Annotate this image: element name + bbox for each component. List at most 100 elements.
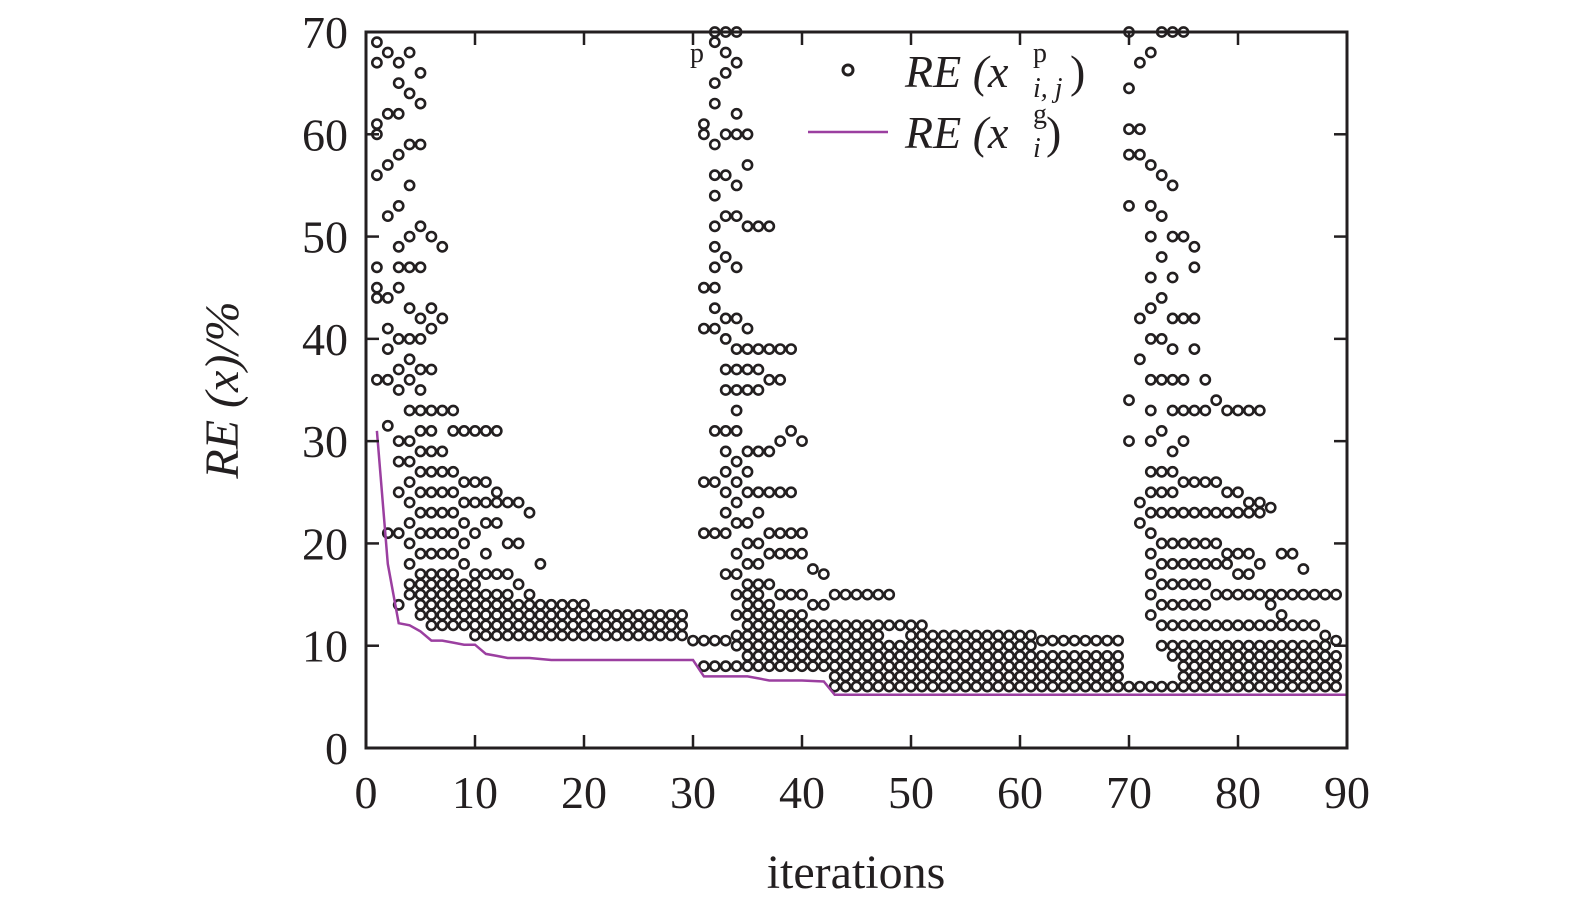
particle-point [1330,660,1342,673]
particle-point [534,609,547,621]
particle-point [578,629,590,642]
particle-point [894,650,906,662]
particle-point [414,261,427,274]
particle-point [1308,588,1321,601]
x-axis-title: iterations [767,846,946,899]
particle-point [1025,660,1037,673]
particle-point [534,629,547,642]
legend-close-best: ) [1046,107,1061,158]
particle-point [392,148,405,161]
particle-point [1319,588,1332,601]
particle-point [1188,619,1201,632]
particle-point [752,578,765,591]
particle-point [1144,680,1157,693]
particle-point [1264,650,1277,662]
particle-point [1177,660,1190,673]
particle-point [414,138,427,151]
particle-point [403,558,416,570]
particle-point [785,629,797,642]
particle-point [490,619,503,632]
particle-point [1155,424,1168,437]
particle-point [414,384,427,396]
particle-point [1101,634,1114,647]
particle-point [774,588,787,601]
particle-point [403,230,416,243]
particle-point [1199,660,1212,673]
particle-point [1166,639,1179,652]
particle-point [1155,639,1168,652]
particle-point [1057,634,1070,647]
particle-point [1144,404,1157,417]
particle-point [1101,670,1114,683]
particle-point [1286,639,1299,652]
particle-point [370,169,383,182]
particle-point [1210,680,1223,693]
particle-point [1166,373,1179,386]
particle-point [785,650,797,662]
particle-point [425,547,438,560]
particle-point [763,527,776,540]
particle-point [916,650,928,662]
particle-point [708,189,721,202]
particle-point [883,680,896,693]
particle-point [719,128,732,141]
particle-point [1155,465,1168,478]
particle-point [447,465,460,478]
particle-point [1144,302,1157,315]
particle-point [828,639,841,652]
particle-point [1155,506,1168,519]
particle-point [730,107,743,120]
particle-point [741,343,754,355]
particle-point [479,629,492,642]
legend-close-particles: ) [1070,46,1085,97]
particle-point [545,619,558,632]
particle-point [894,619,906,632]
particle-point [817,650,830,662]
particle-point [643,619,656,632]
particle-point [719,312,732,325]
particle-point [741,609,754,621]
particle-point [905,650,917,662]
particle-point [817,598,830,611]
particle-point [1134,123,1146,136]
particle-point [458,424,470,437]
particle-point [1210,670,1223,683]
particle-point [403,332,416,345]
particle-point [1166,506,1179,519]
particle-point [1134,496,1146,509]
particle-point [1221,588,1233,601]
particle-point [905,670,917,683]
particle-point [894,639,906,652]
particle-point [1166,598,1179,611]
particle-point [665,629,678,642]
particle-point [436,465,449,478]
particle-point [370,56,383,69]
particle-point [752,639,765,652]
particle-point [1155,598,1168,611]
particle-point [1123,394,1135,407]
particle-point [523,629,536,642]
particle-point [708,322,721,335]
particle-point [774,650,787,662]
legend-marker-particles [841,63,855,77]
particle-point [872,660,885,673]
particle-point [1123,82,1135,95]
particle-point [1188,558,1201,570]
particle-point [381,419,394,432]
particle-point [512,537,525,550]
x-tick-label: 60 [997,767,1043,818]
particle-point [1035,660,1048,673]
particle-point [698,118,710,130]
particle-point [403,588,416,601]
particle-point [458,517,470,529]
particle-point [905,629,917,642]
particle-point [1166,465,1179,478]
particle-point [381,527,394,540]
particle-point [752,445,765,458]
particle-point [392,363,405,376]
particle-point [392,199,405,212]
particle-point [1188,261,1201,274]
x-tick-label: 20 [561,767,607,818]
particle-point [1166,445,1179,458]
x-tick-label: 0 [355,767,378,818]
